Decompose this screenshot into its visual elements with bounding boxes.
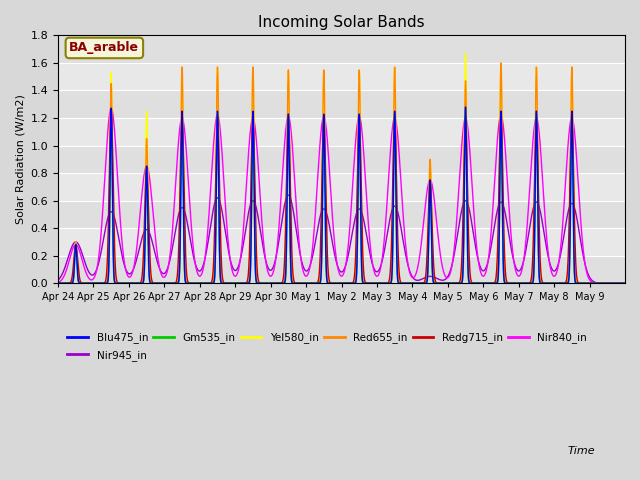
Text: BA_arable: BA_arable [69,41,140,54]
Text: Time: Time [568,445,595,456]
Bar [58,256,625,283]
Bar [58,201,625,228]
Bar [58,36,625,63]
Legend: Nir945_in: Nir945_in [63,346,150,365]
Y-axis label: Solar Radiation (W/m2): Solar Radiation (W/m2) [15,95,25,224]
Title: Incoming Solar Bands: Incoming Solar Bands [258,15,425,30]
Bar [58,145,625,173]
Bar [58,90,625,118]
